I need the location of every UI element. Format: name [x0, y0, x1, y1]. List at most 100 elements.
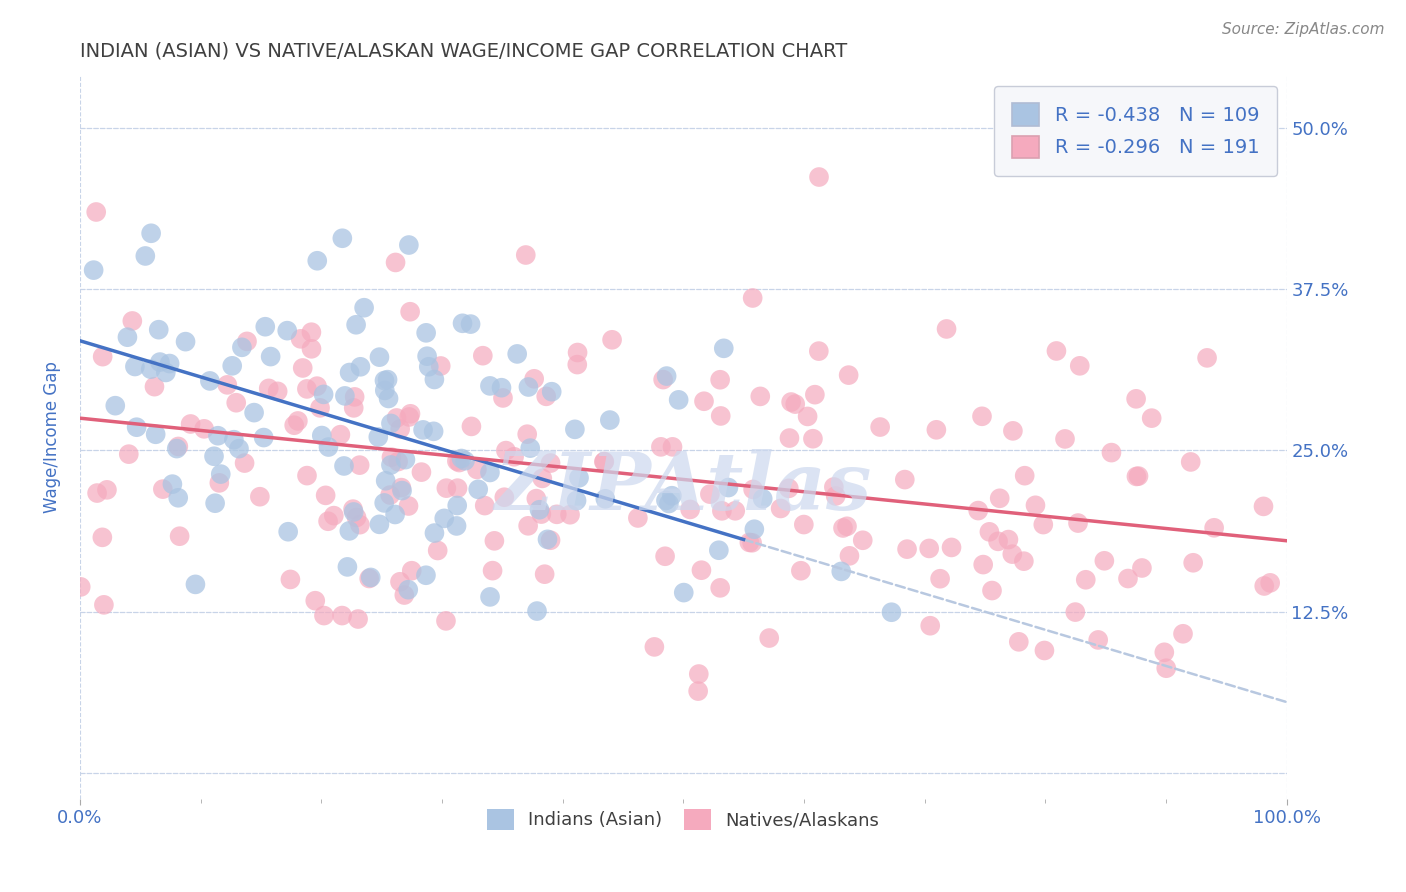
Point: [290, 332, 312, 346]
Point: [531, 471, 554, 485]
Point: [650, 440, 672, 454]
Point: [169, 529, 191, 543]
Point: [322, 508, 344, 523]
Point: [801, 432, 824, 446]
Point: [449, 456, 471, 470]
Point: [807, 344, 830, 359]
Point: [1045, 343, 1067, 358]
Point: [710, 504, 733, 518]
Point: [1092, 554, 1115, 568]
Point: [981, 583, 1004, 598]
Point: [668, 392, 690, 407]
Point: [342, 502, 364, 516]
Point: [709, 581, 731, 595]
Point: [749, 389, 772, 403]
Point: [221, 359, 243, 373]
Point: [526, 604, 548, 618]
Point: [830, 565, 852, 579]
Point: [1197, 351, 1219, 365]
Point: [394, 452, 416, 467]
Point: [1001, 547, 1024, 561]
Point: [1253, 500, 1275, 514]
Point: [422, 425, 444, 439]
Point: [710, 409, 733, 423]
Point: [1204, 521, 1226, 535]
Point: [446, 481, 468, 495]
Point: [339, 366, 361, 380]
Point: [530, 507, 553, 521]
Point: [517, 518, 540, 533]
Point: [411, 465, 433, 479]
Point: [627, 511, 650, 525]
Point: [446, 499, 468, 513]
Point: [1064, 605, 1087, 619]
Legend: Indians (Asian), Natives/Alaskans: Indians (Asian), Natives/Alaskans: [472, 794, 894, 844]
Text: Source: ZipAtlas.com: Source: ZipAtlas.com: [1222, 22, 1385, 37]
Point: [139, 362, 162, 376]
Point: [343, 401, 366, 415]
Point: [69, 580, 91, 594]
Point: [672, 585, 695, 599]
Point: [312, 387, 335, 401]
Point: [152, 482, 174, 496]
Point: [471, 349, 494, 363]
Point: [565, 493, 588, 508]
Point: [558, 508, 581, 522]
Point: [329, 427, 352, 442]
Point: [494, 490, 516, 504]
Point: [655, 493, 678, 508]
Point: [690, 563, 713, 577]
Point: [207, 428, 229, 442]
Point: [309, 401, 332, 415]
Point: [333, 389, 356, 403]
Point: [693, 394, 716, 409]
Point: [778, 431, 800, 445]
Point: [387, 454, 409, 468]
Point: [643, 640, 665, 654]
Point: [970, 409, 993, 424]
Point: [243, 406, 266, 420]
Point: [896, 542, 918, 557]
Point: [295, 382, 318, 396]
Point: [104, 399, 127, 413]
Point: [852, 533, 875, 548]
Point: [979, 524, 1001, 539]
Point: [385, 411, 408, 425]
Point: [307, 253, 329, 268]
Point: [118, 447, 141, 461]
Point: [83, 263, 105, 277]
Point: [346, 510, 368, 524]
Point: [159, 357, 181, 371]
Point: [655, 369, 678, 384]
Text: ZIPAtlas: ZIPAtlas: [495, 450, 872, 527]
Point: [434, 481, 457, 495]
Point: [533, 567, 555, 582]
Point: [295, 468, 318, 483]
Point: [987, 534, 1010, 549]
Point: [336, 560, 359, 574]
Point: [312, 608, 335, 623]
Point: [495, 443, 517, 458]
Point: [1128, 469, 1150, 483]
Point: [654, 549, 676, 564]
Point: [384, 508, 406, 522]
Point: [451, 316, 474, 330]
Point: [367, 430, 389, 444]
Point: [1024, 498, 1046, 512]
Point: [174, 334, 197, 349]
Point: [155, 366, 177, 380]
Point: [1087, 632, 1109, 647]
Y-axis label: Wage/Income Gap: Wage/Income Gap: [44, 361, 60, 514]
Point: [429, 359, 451, 373]
Point: [503, 450, 526, 464]
Point: [479, 590, 502, 604]
Point: [266, 384, 288, 399]
Point: [228, 442, 250, 456]
Point: [305, 379, 328, 393]
Point: [343, 505, 366, 519]
Point: [724, 504, 747, 518]
Point: [808, 169, 831, 184]
Point: [593, 454, 616, 468]
Point: [972, 558, 994, 572]
Point: [824, 489, 846, 503]
